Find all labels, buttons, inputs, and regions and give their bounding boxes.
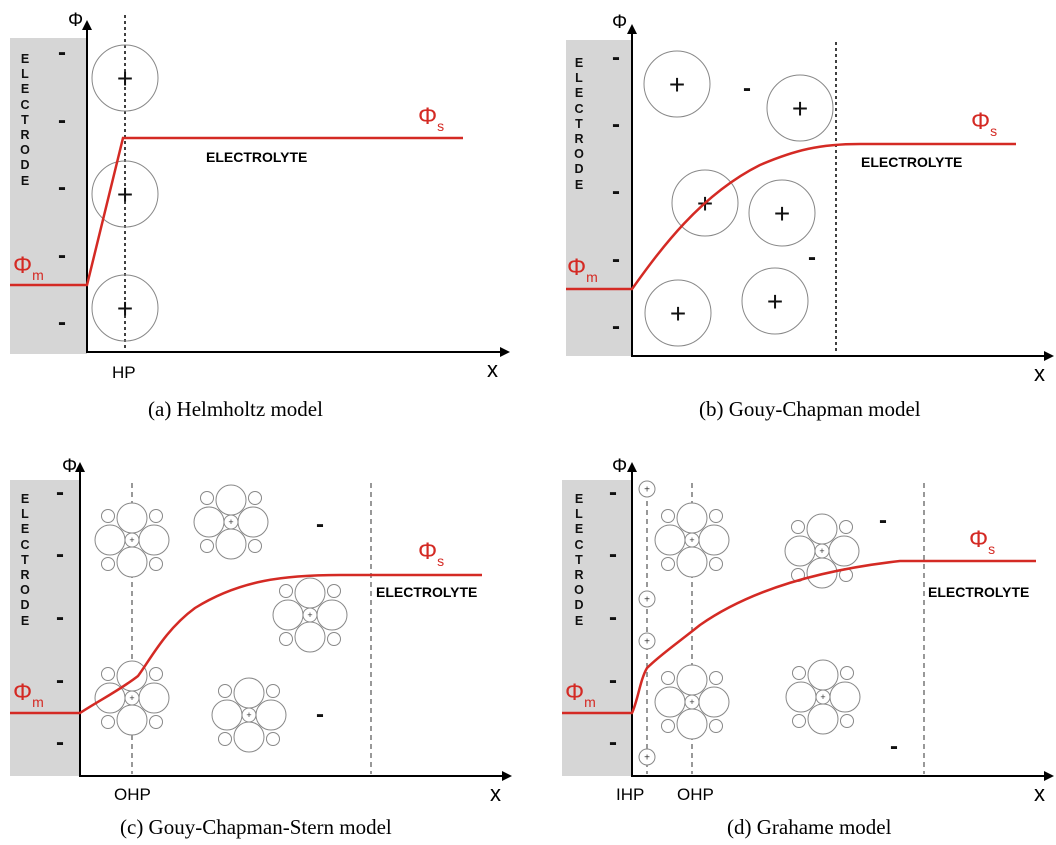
svg-text:+: +	[767, 286, 783, 317]
svg-text:-: -	[890, 733, 898, 760]
electrode-charges: - - - - -	[58, 39, 66, 336]
svg-text:-: -	[612, 246, 620, 273]
svg-text:-: -	[58, 309, 66, 336]
electrolyte-label: ELECTROLYTE	[206, 149, 307, 165]
phi-m-label: Φm	[565, 679, 596, 710]
potential-curve	[10, 573, 482, 715]
panel-c-gouy-chapman-stern: Φ x --- -- -- Φm Φs ELECTROLYTE OHP	[10, 456, 512, 806]
phi-axis-label: Φ	[68, 10, 83, 31]
svg-text:-: -	[56, 479, 64, 506]
x-axis-label: x	[1034, 361, 1045, 386]
x-axis-label: x	[490, 781, 501, 806]
anions: --	[879, 507, 898, 760]
phi-s-label: Φs	[971, 108, 997, 139]
anions: --	[316, 511, 324, 728]
svg-text:-: -	[609, 604, 617, 631]
svg-text:-: -	[58, 39, 66, 66]
svg-text:-: -	[612, 111, 620, 138]
phi-m-label: Φm	[13, 679, 44, 710]
phi-axis-label: Φ	[62, 456, 77, 477]
panel-d-grahame: Φ x --- -- -- Φm Φs ELECTROLYTE IHP OHP	[562, 456, 1054, 806]
svg-text:-: -	[609, 479, 617, 506]
electrode-region	[10, 38, 87, 354]
svg-text:-: -	[58, 107, 66, 134]
ions: + + +	[91, 44, 159, 342]
svg-text:-: -	[612, 178, 620, 205]
svg-text:+: +	[117, 179, 133, 210]
panel-a-helmholtz: Φ x - - - - - + + + Φm Φs ELECTROLYTE HP	[10, 10, 510, 382]
svg-text:-: -	[609, 541, 617, 568]
svg-text:-: -	[808, 244, 816, 271]
plane-label-ohp: OHP	[114, 785, 151, 804]
x-axis-label: x	[487, 357, 498, 382]
plane-label-ihp: IHP	[616, 785, 644, 804]
svg-text:+: +	[669, 69, 685, 100]
electrode-region	[10, 480, 80, 776]
svg-text:-: -	[56, 667, 64, 694]
electrode-region	[566, 40, 632, 356]
svg-text:-: -	[56, 729, 64, 756]
svg-text:-: -	[56, 541, 64, 568]
svg-text:-: -	[58, 242, 66, 269]
plane-label-hp: HP	[112, 363, 136, 382]
phi-s-label: Φs	[969, 526, 995, 557]
solvated-ions	[94, 484, 348, 753]
electrolyte-label: ELECTROLYTE	[861, 154, 962, 170]
svg-text:+: +	[774, 198, 790, 229]
caption-d: (d) Grahame model	[727, 815, 892, 839]
electrode-region	[562, 480, 632, 776]
electrode-charges: - - - - -	[609, 479, 617, 756]
potential-curve	[562, 559, 1036, 715]
phi-m-label: Φm	[567, 254, 598, 285]
svg-text:-: -	[612, 44, 620, 71]
caption-a: (a) Helmholtz model	[148, 397, 323, 421]
svg-text:+: +	[670, 298, 686, 329]
plane-label-ohp: OHP	[677, 785, 714, 804]
svg-text:-: -	[609, 729, 617, 756]
caption-b: (b) Gouy-Chapman model	[699, 397, 921, 421]
svg-text:+: +	[117, 293, 133, 324]
svg-text:-: -	[879, 507, 887, 534]
x-axis-label: x	[1034, 781, 1045, 806]
electrode-charges: - - - - -	[612, 44, 620, 340]
svg-text:-: -	[56, 604, 64, 631]
caption-c: (c) Gouy-Chapman-Stern model	[120, 815, 392, 839]
svg-text:+: +	[792, 93, 808, 124]
svg-text:-: -	[612, 313, 620, 340]
electrolyte-label: ELECTROLYTE	[376, 584, 477, 600]
electrode-charges: - - - - -	[56, 479, 64, 756]
phi-m-label: Φm	[13, 252, 44, 283]
electrolyte-label: ELECTROLYTE	[928, 584, 1029, 600]
svg-text:+: +	[117, 63, 133, 94]
phi-axis-label: Φ	[612, 12, 627, 33]
svg-text:-: -	[316, 701, 324, 728]
svg-text:-: -	[609, 667, 617, 694]
panel-b-gouy-chapman: Φ x --- -- +++ ++ + -- Φm Φs ELECTROLYTE	[566, 12, 1054, 386]
svg-text:-: -	[316, 511, 324, 538]
potential-curve	[566, 142, 1016, 291]
phi-s-label: Φs	[418, 103, 444, 134]
svg-text:-: -	[58, 174, 66, 201]
phi-s-label: Φs	[418, 538, 444, 569]
solvated-ions	[654, 502, 861, 740]
svg-text:-: -	[743, 75, 751, 102]
potential-curve	[10, 136, 463, 287]
phi-axis-label: Φ	[612, 456, 627, 477]
ions: +++ ++ + --	[643, 50, 834, 347]
